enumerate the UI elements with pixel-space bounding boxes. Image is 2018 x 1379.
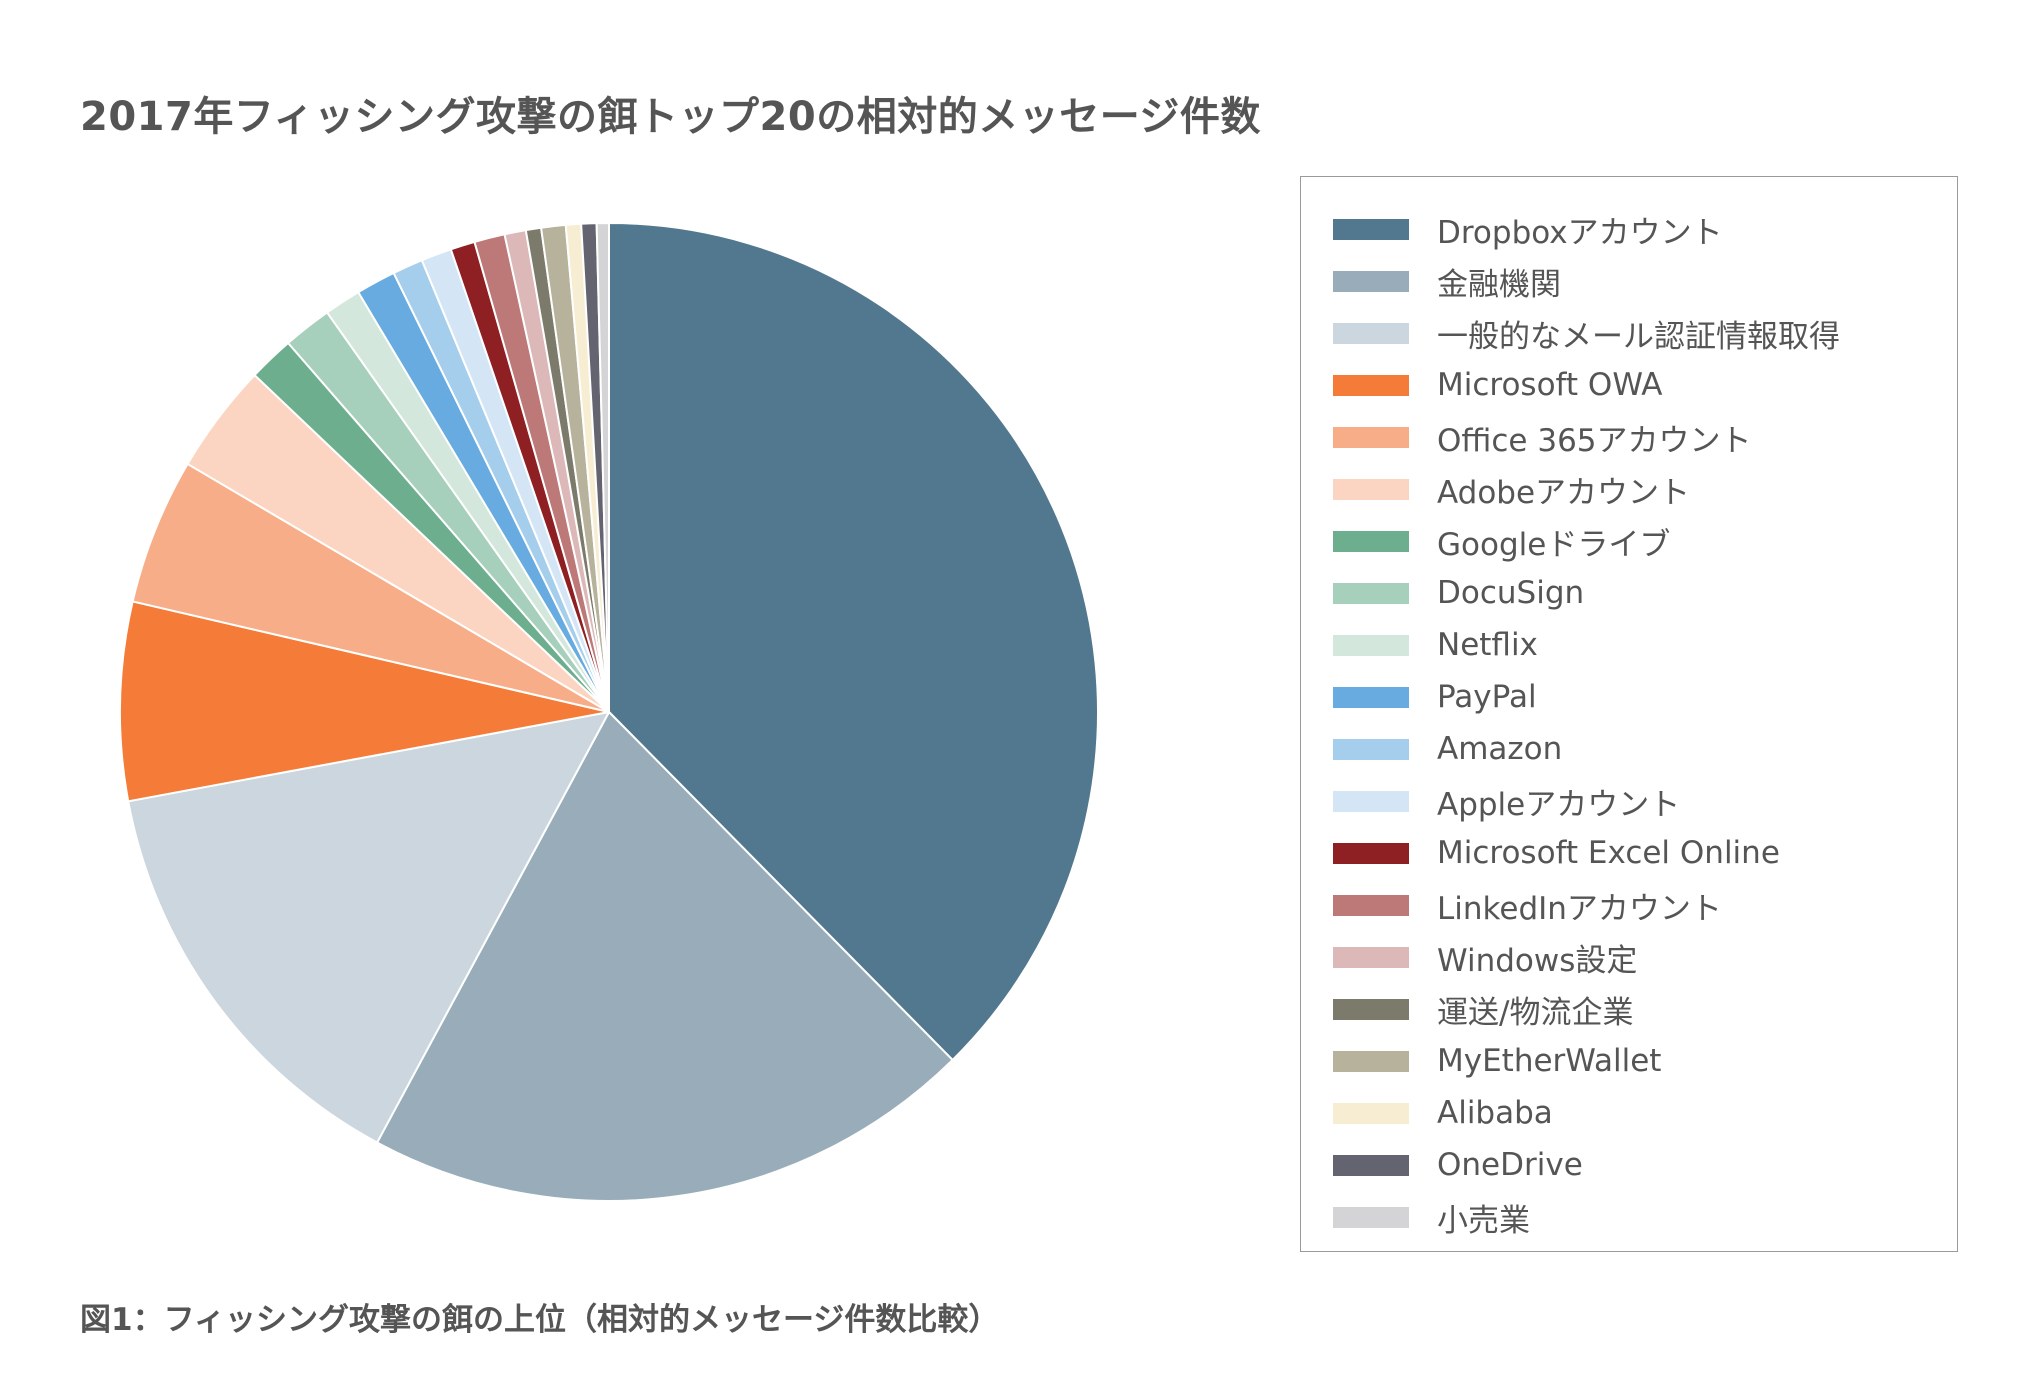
legend-swatch	[1333, 686, 1409, 708]
legend-item: Office 365アカウント	[1333, 411, 1840, 463]
legend-item: Adobeアカウント	[1333, 463, 1840, 515]
legend: Dropboxアカウント 金融機関一般的なメール認証情報取得 Microsoft O…	[1300, 176, 1958, 1252]
legend-label: LinkedInアカウント	[1437, 890, 1722, 927]
legend-item: Googleドライブ	[1333, 515, 1840, 567]
legend-label: PayPal	[1437, 679, 1537, 715]
legend-swatch	[1333, 426, 1409, 448]
legend-swatch	[1333, 634, 1409, 656]
legend-item: DocuSign	[1333, 567, 1840, 619]
legend-swatch	[1333, 374, 1409, 396]
pie-slice	[127, 711, 610, 1144]
legend-swatch	[1333, 1206, 1409, 1228]
pie-slice	[608, 222, 1099, 1061]
legend-item: Appleアカウント	[1333, 775, 1840, 827]
legend-list: Dropboxアカウント 金融機関一般的なメール認証情報取得 Microsoft O…	[1333, 203, 1840, 1243]
legend-swatch	[1333, 842, 1409, 864]
legend-item: 一般的なメール認証情報取得	[1333, 307, 1840, 359]
legend-label: MyEtherWallet	[1437, 1043, 1662, 1079]
legend-label: DocuSign	[1437, 575, 1585, 611]
legend-item: 金融機関	[1333, 255, 1840, 307]
pie-chart	[119, 222, 1099, 1202]
legend-swatch	[1333, 218, 1409, 240]
legend-swatch	[1333, 530, 1409, 552]
legend-swatch	[1333, 894, 1409, 916]
legend-swatch	[1333, 582, 1409, 604]
legend-label: Dropboxアカウント	[1437, 214, 1723, 251]
legend-label: Alibaba	[1437, 1095, 1553, 1131]
legend-swatch	[1333, 738, 1409, 760]
legend-label: Microsoft Excel Online	[1437, 835, 1780, 871]
legend-label: Microsoft OWA	[1437, 367, 1663, 403]
legend-item: Microsoft OWA	[1333, 359, 1840, 411]
legend-swatch	[1333, 1050, 1409, 1072]
pie-slice	[595, 222, 610, 713]
legend-label: Adobeアカウント	[1437, 474, 1691, 511]
legend-item: 運送/物流企業	[1333, 983, 1840, 1035]
legend-swatch	[1333, 1154, 1409, 1176]
legend-label: Netflix	[1437, 627, 1538, 663]
pie-slice	[119, 600, 610, 803]
legend-label: Amazon	[1437, 731, 1563, 767]
legend-label: Office 365アカウント	[1437, 422, 1752, 459]
legend-swatch	[1333, 946, 1409, 968]
legend-item: Netflix	[1333, 619, 1840, 671]
legend-label: Googleドライブ	[1437, 526, 1671, 563]
pie-chart-area	[119, 222, 1099, 1202]
legend-item: PayPal	[1333, 671, 1840, 723]
legend-item: LinkedInアカウント	[1333, 879, 1840, 931]
legend-item: Amazon	[1333, 723, 1840, 775]
chart-title: 2017年フィッシング攻撃の餌トップ20の相対的メッセージ件数	[80, 94, 1261, 140]
pie-slice	[131, 462, 610, 713]
legend-swatch	[1333, 998, 1409, 1020]
legend-item: OneDrive	[1333, 1139, 1840, 1191]
legend-label: 金融機関	[1437, 266, 1561, 303]
legend-swatch	[1333, 478, 1409, 500]
legend-item: Alibaba	[1333, 1087, 1840, 1139]
legend-swatch	[1333, 790, 1409, 812]
legend-label: 一般的なメール認証情報取得	[1437, 318, 1840, 355]
legend-item: MyEtherWallet	[1333, 1035, 1840, 1087]
legend-swatch	[1333, 1102, 1409, 1124]
legend-label: 運送/物流企業	[1437, 994, 1634, 1031]
legend-label: Windows設定	[1437, 942, 1638, 979]
legend-swatch	[1333, 270, 1409, 292]
pie-slice	[376, 711, 954, 1202]
legend-item: Microsoft Excel Online	[1333, 827, 1840, 879]
legend-item: Dropboxアカウント	[1333, 203, 1840, 255]
legend-label: Appleアカウント	[1437, 786, 1681, 823]
legend-label: OneDrive	[1437, 1147, 1583, 1183]
legend-item: 小売業	[1333, 1191, 1840, 1243]
legend-label: 小売業	[1437, 1202, 1530, 1239]
figure-caption: 図1：フィッシング攻撃の餌の上位（相対的メッセージ件数比較）	[80, 1302, 1000, 1338]
legend-swatch	[1333, 322, 1409, 344]
legend-item: Windows設定	[1333, 931, 1840, 983]
